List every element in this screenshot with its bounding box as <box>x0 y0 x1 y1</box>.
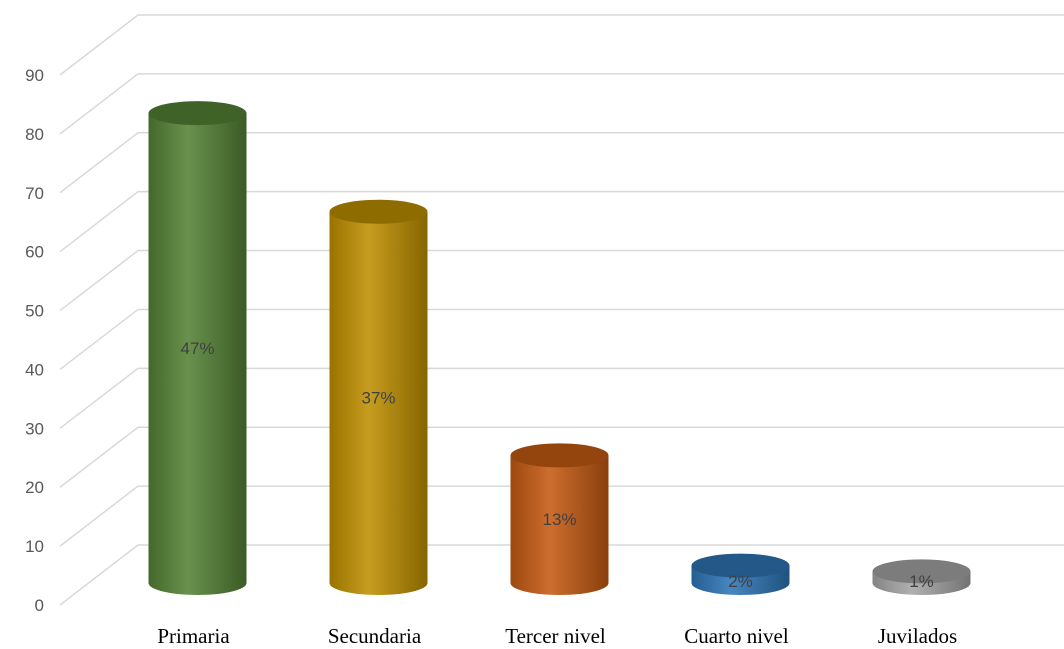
category-label: Juvilados <box>878 624 957 648</box>
y-tick-label-70: 70 <box>25 184 44 203</box>
bar-top <box>148 101 247 126</box>
y-tick-label-20: 20 <box>25 478 44 497</box>
category-label: Cuarto nivel <box>684 624 789 648</box>
x-axis-categories: Primaria Secundaria Tercer nivel Cuarto niv… <box>157 624 957 648</box>
gridline-50 <box>59 249 1064 312</box>
gridline-10 <box>59 485 1064 547</box>
bar-body <box>148 113 247 595</box>
bar-top <box>691 553 790 578</box>
gridline-20 <box>59 426 1064 488</box>
y-tick-label-10: 10 <box>25 537 44 556</box>
gridline-0 <box>59 544 1064 606</box>
category-label: Tercer nivel <box>505 624 606 648</box>
category-label: Secundaria <box>328 624 422 648</box>
y-tick-label-40: 40 <box>25 360 44 379</box>
data-label: 37% <box>361 388 395 407</box>
gridline-30 <box>59 367 1064 429</box>
bar-tercer-nivel: 13% <box>510 443 609 595</box>
bar-primaria: 47% <box>148 101 247 595</box>
y-tick-label-50: 50 <box>25 302 44 321</box>
gridline-90 <box>59 14 1064 76</box>
category-label: Primaria <box>157 624 230 648</box>
gridline-60 <box>59 190 1064 253</box>
y-tick-label-90: 90 <box>25 66 44 85</box>
data-label: 47% <box>180 339 214 358</box>
y-axis-ticks: 0 10 20 30 40 50 60 70 80 90 <box>25 66 44 615</box>
gridline-40 <box>59 308 1064 371</box>
data-label: 1% <box>909 572 934 591</box>
data-label: 13% <box>542 510 576 529</box>
y-tick-label-80: 80 <box>25 125 44 144</box>
gridlines <box>59 14 1064 606</box>
bar-juvilados: 1% <box>872 559 971 595</box>
bar-cuarto-nivel: 2% <box>691 553 790 595</box>
bar-top <box>872 559 971 584</box>
y-tick-label-60: 60 <box>25 243 44 262</box>
bar-body <box>329 211 428 595</box>
bar-body <box>510 455 609 595</box>
y-tick-label-30: 30 <box>25 419 44 438</box>
bar-top <box>329 199 428 224</box>
bar-top <box>510 443 609 468</box>
bars: 47% 37% 13% 2% 1% <box>148 101 971 595</box>
bar-secundaria: 37% <box>329 199 428 595</box>
gridline-80 <box>59 73 1064 135</box>
y-tick-label-0: 0 <box>35 596 44 615</box>
data-label: 2% <box>728 572 753 591</box>
gridline-70 <box>59 132 1064 194</box>
